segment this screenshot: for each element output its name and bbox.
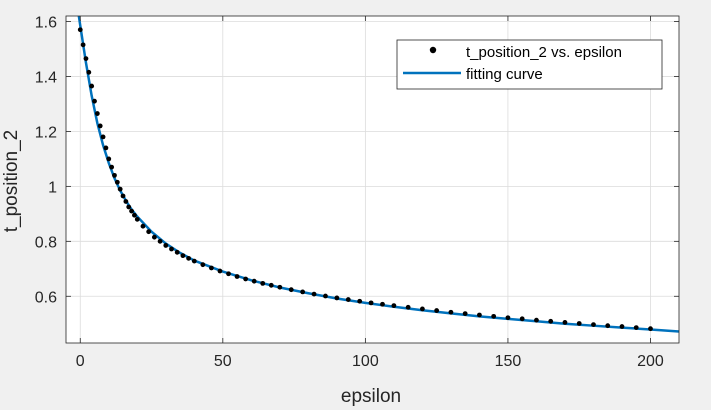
data-point [106,156,112,162]
data-point [633,325,639,331]
data-point [209,265,214,271]
data-point [323,293,328,299]
data-points-group [77,27,653,332]
data-point [268,282,274,288]
data-point [97,123,103,129]
data-point [334,295,340,301]
data-point [462,311,468,316]
data-point [174,249,180,255]
data-point [180,253,186,259]
legend-box [396,39,663,90]
data-point [120,193,126,199]
data-point [234,274,240,279]
data-point [132,212,137,218]
data-point [243,276,249,282]
data-point [103,145,109,151]
x-tick-label: 100 [352,353,379,370]
x-tick-label: 150 [495,353,522,370]
data-point [217,268,223,274]
data-point [619,324,625,329]
data-point [77,27,83,33]
data-point [117,186,123,192]
plot-frame [65,15,680,344]
y-tick-label: 1.2 [35,124,57,141]
data-point [191,258,197,264]
x-tick-label: 50 [214,353,232,370]
data-point [169,246,174,252]
data-point [86,69,92,75]
x-tick-label: 200 [637,353,664,370]
y-axis-label: t_position_2 [1,130,22,232]
data-point [126,204,132,210]
y-tick-label: 0.6 [35,289,57,306]
legend: t_position_2 vs. epsilon fitting curve [396,39,663,90]
data-point [226,271,231,277]
data-point [420,306,425,312]
data-point [251,278,257,284]
data-point [134,216,140,222]
y-tick-label: 1 [48,179,57,196]
data-point [519,316,525,322]
data-point [434,308,440,313]
fitting-curve-group [77,16,679,333]
data-point [140,223,146,229]
x-tick-label: 0 [76,353,85,370]
data-point [163,243,169,248]
data-point [277,284,283,290]
y-axis: 0.6 0.8 1 1.2 1.4 1.6 [35,14,679,306]
y-tick-label: 1.6 [35,14,57,31]
data-point [92,98,97,104]
data-point [548,318,554,324]
data-point [146,229,152,235]
data-point [576,321,582,326]
data-point [357,298,363,304]
data-point [391,303,397,309]
data-point [368,300,374,306]
data-point [129,208,134,214]
data-point [491,313,497,319]
data-point [114,179,120,185]
legend-label-line: fitting curve [466,66,543,83]
data-point [562,319,568,325]
data-point [591,322,596,327]
data-point [89,83,95,89]
data-point [605,323,611,329]
data-point [260,280,266,286]
data-point [505,315,511,321]
data-point [534,317,539,323]
data-point [380,301,385,307]
y-tick-label: 1.4 [35,69,57,86]
data-point [200,262,206,268]
data-point [477,312,482,318]
data-point [100,134,106,140]
data-point [345,297,351,302]
data-point [288,287,294,293]
data-point [80,42,86,48]
x-axis-label: epsilon [341,386,401,407]
data-point [311,291,317,297]
data-point [157,238,163,244]
data-point [405,304,411,310]
data-point [123,199,129,204]
fitting-curve [77,16,679,333]
data-point [186,255,192,261]
data-point [109,164,115,170]
data-point [94,111,100,116]
data-point [151,234,157,240]
legend-label-scatter: t_position_2 vs. epsilon [466,44,622,61]
legend-marker-scatter [429,46,437,54]
data-point [112,172,117,178]
x-axis: 0 50 100 150 200 [76,16,664,370]
data-point [448,309,454,315]
data-point [648,326,653,332]
y-tick-label: 0.8 [35,234,57,251]
data-point [300,289,306,295]
data-point [83,56,89,61]
